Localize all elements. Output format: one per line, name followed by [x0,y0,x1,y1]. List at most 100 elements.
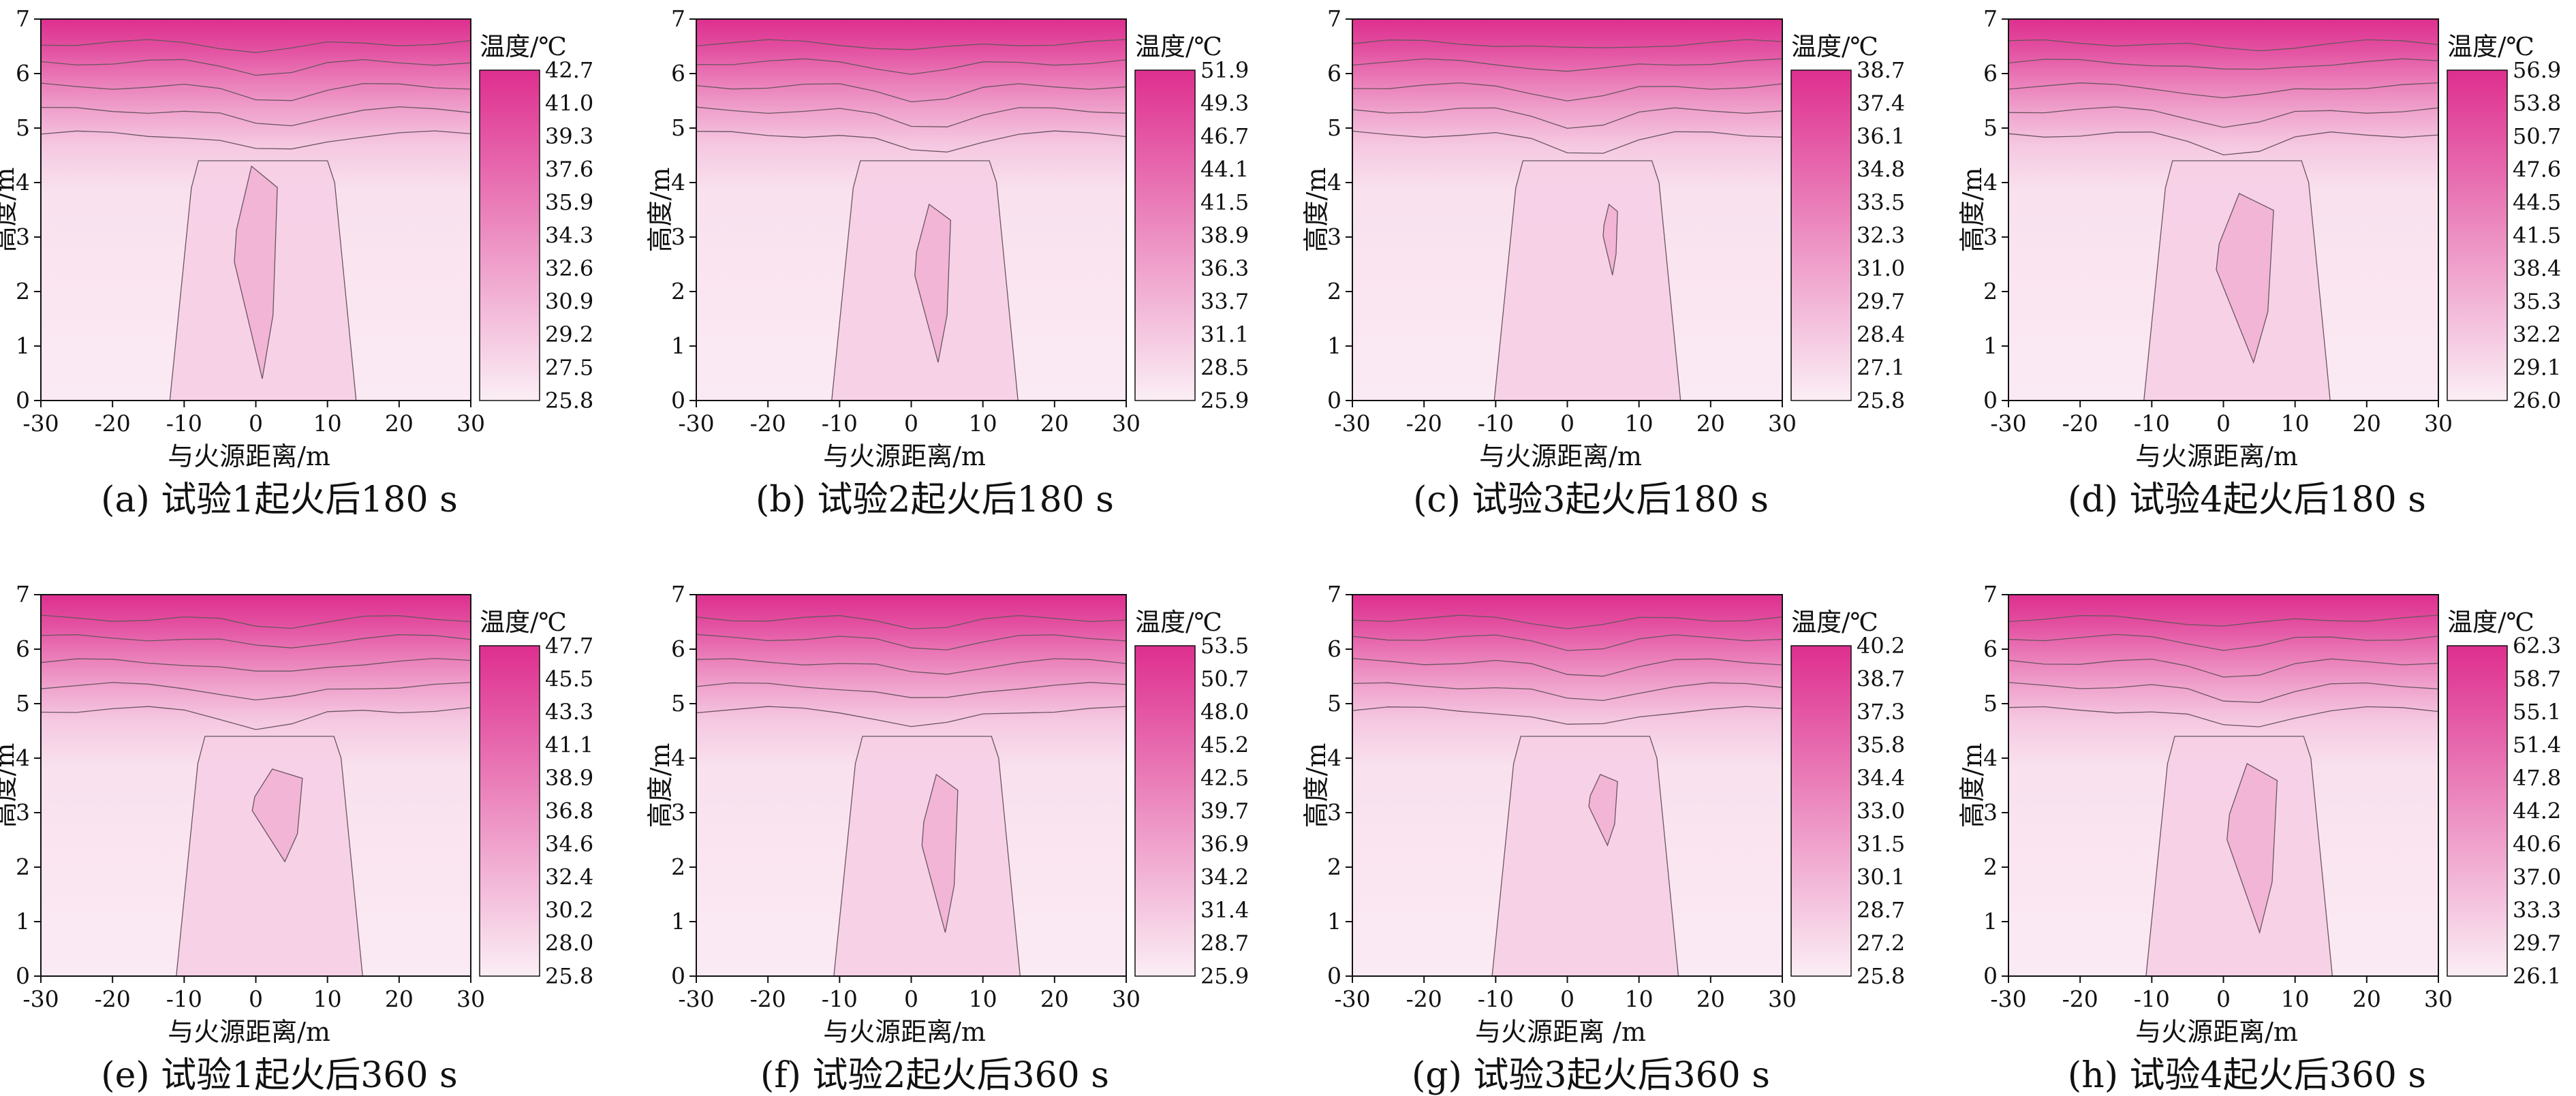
colorbar-tick-label: 47.8 [2513,765,2561,791]
x-tick-label: -30 [22,986,59,1012]
y-tick-label: 7 [16,581,30,608]
colorbar-tick-label: 38.4 [2513,255,2561,281]
x-tick-label: 0 [2216,410,2231,437]
colorbar-tick-label: 51.4 [2513,732,2561,758]
colorbar-tick-label: 36.9 [1200,831,1249,857]
colorbar-tick-label: 44.5 [2513,189,2561,215]
contour-line [1352,634,1783,651]
panel-caption: (h) 试验4起火后360 s [2068,1055,2426,1096]
x-tick-label: -20 [95,986,131,1012]
colorbar-tick-label: 33.3 [2513,897,2561,923]
colorbar-tick-label: 32.4 [545,864,593,890]
colorbar-title: 温度/℃ [1791,32,1878,61]
colorbar-tick-label: 35.3 [2513,289,2561,315]
y-tick-label: 1 [1983,908,1998,935]
x-tick-label: 20 [1696,410,1725,437]
panel-caption: (e) 试验1起火后360 s [101,1055,457,1096]
contour-line [696,633,1127,651]
colorbar-tick-label: 37.6 [545,157,593,183]
colorbar-tick-label: 32.3 [1857,223,1905,249]
x-tick-label: 10 [1625,986,1654,1012]
x-tick-label: -30 [678,410,714,437]
x-tick-label: -20 [1406,986,1442,1012]
y-tick-label: 5 [671,114,685,141]
contour-line [696,614,1127,629]
colorbar-tick-label: 44.2 [2513,798,2561,824]
panel-g: -30 -20 -10 0 10 20 30 0 1 2 3 4 5 6 7 与火源距离 /m 高度/m 40.2… [1301,581,1905,1096]
colorbar-tick-label: 30.9 [545,289,593,315]
colorbar-tick-label: 39.3 [545,123,593,149]
colorbar-tick-label: 31.0 [1857,255,1905,281]
x-tick-label: 20 [385,410,414,437]
x-tick-label: -10 [822,986,858,1012]
y-tick-label: 7 [671,581,685,608]
x-tick-label: -10 [822,410,858,437]
y-tick-label: 0 [1327,387,1341,413]
y-axis-label: 高度/m [1301,743,1331,828]
contour-line [1352,706,1783,725]
x-tick-label: -10 [2134,986,2170,1012]
colorbar-tick-label: 41.5 [2513,223,2561,249]
x-axis-label: 与火源距离/m [2135,1017,2298,1047]
y-tick-label: 6 [1327,636,1341,662]
colorbar-tick-label: 36.3 [1200,255,1249,281]
colorbar-tick-label: 25.8 [1857,963,1905,989]
y-tick-label: 6 [16,636,30,662]
x-tick-label: 30 [1768,986,1797,1012]
x-tick-label: 0 [249,410,263,437]
contour-line [1352,682,1783,702]
x-tick-label: 20 [385,986,414,1012]
y-tick-label: 0 [1983,387,1998,413]
colorbar-tick-label: 25.9 [1200,388,1249,413]
y-tick-label: 6 [1327,60,1341,87]
colorbar [2447,69,2508,401]
x-tick-label: 20 [2353,986,2381,1012]
y-tick-label: 0 [671,387,685,413]
y-tick-label: 3 [671,799,685,826]
colorbar-tick-label: 31.4 [1200,897,1249,923]
x-tick-label: 0 [904,986,918,1012]
colorbar-tick-label: 33.5 [1857,189,1905,215]
y-tick-label: 6 [671,636,685,662]
colorbar-title: 温度/℃ [2447,608,2534,637]
x-tick-label: -20 [1406,410,1442,437]
colorbar-tick-label: 25.8 [545,963,593,989]
y-tick-label: 1 [1327,332,1341,359]
colorbar-tick-label: 25.9 [1200,963,1249,989]
panel-caption: (c) 试验3起火后180 s [1413,480,1769,520]
y-axis-label: 高度/m [645,743,675,828]
y-tick-label: 7 [671,5,685,32]
colorbar-tick-label: 39.7 [1200,798,1249,824]
colorbar-tick-label: 55.1 [2513,699,2561,725]
x-tick-label: 0 [1560,410,1574,437]
colorbar-tick-label: 26.1 [2513,963,2561,989]
y-tick-label: 5 [1983,690,1998,717]
y-axis-label: 高度/m [1301,168,1331,253]
y-tick-label: 7 [16,5,30,32]
contour-line [1352,39,1783,48]
panel-caption: (d) 试验4起火后180 s [2068,480,2426,520]
y-tick-label: 2 [671,854,685,880]
colorbar-tick-label: 47.6 [2513,157,2561,183]
colorbar [1790,69,1852,401]
x-tick-label: -30 [1990,410,2026,437]
y-tick-label: 7 [1327,5,1341,32]
contour-line [696,83,1127,103]
y-tick-label: 1 [1327,908,1341,935]
colorbar-tick-label: 41.0 [545,91,593,116]
colorbar-tick-label: 28.7 [1200,930,1249,956]
hot-core-region [251,768,303,863]
contour-line [40,82,471,101]
x-axis-label: 与火源距离/m [823,441,986,471]
x-tick-label: 30 [1768,410,1797,437]
panel-c: -30 -20 -10 0 10 20 30 0 1 2 3 4 5 6 7 与火源距离/m 高度/m 38.7 3… [1301,5,1905,520]
colorbar [2447,645,2508,977]
contour-line [2008,658,2439,678]
y-tick-label: 3 [1983,223,1998,250]
x-axis-label: 与火源距离 /m [1475,1017,1646,1047]
y-axis-label: 高度/m [1957,168,1987,253]
x-tick-label: -30 [678,986,714,1012]
y-tick-label: 3 [16,799,30,826]
colorbar-title: 温度/℃ [1135,32,1222,61]
colorbar [1790,645,1852,977]
